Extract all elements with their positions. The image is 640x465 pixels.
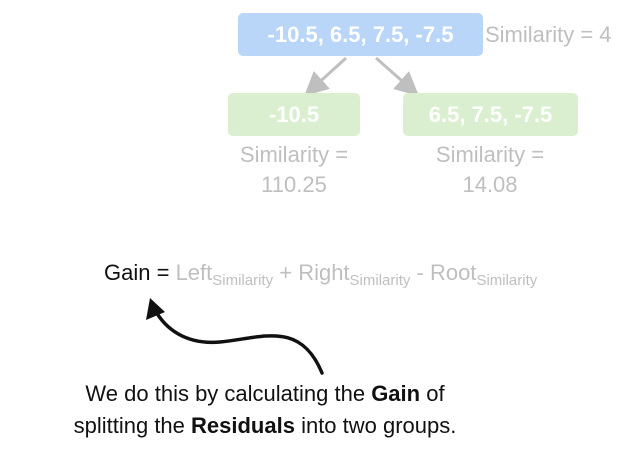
equals-sign: =: [150, 260, 176, 285]
right-similarity-value: 14.08: [462, 172, 518, 197]
root-similarity: Similarity = 4: [485, 22, 612, 47]
right-similarity-label: Similarity =: [435, 142, 545, 167]
caption-line-2-prefix: splitting the: [73, 413, 192, 438]
left-subscript: Similarity: [212, 272, 274, 289]
left-leaf-similarity: Similarity = 110.25: [194, 140, 394, 200]
caption-line-2: splitting the Residuals into two groups.: [0, 410, 530, 442]
left-similarity-value: 110.25: [261, 172, 327, 197]
arrow-root-to-right: [375, 56, 419, 96]
caption-gain-bold: Gain: [371, 381, 421, 406]
left-similarity-label: Similarity =: [239, 142, 349, 167]
curved-arrow-line: [153, 308, 324, 375]
root-residuals: -10.5, 6.5, 7.5, -7.5: [267, 21, 454, 47]
gain-formula: Gain = LeftSimilarity + RightSimilarity …: [104, 260, 537, 289]
caption-line-1-prefix: We do this by calculating the: [85, 381, 372, 406]
caption-line-1: We do this by calculating the Gain of: [0, 378, 530, 410]
left-term: Left: [175, 260, 213, 285]
caption-line-1-suffix: of: [420, 381, 445, 406]
right-leaf-residuals: 6.5, 7.5, -7.5: [428, 101, 553, 127]
minus-sign: -: [410, 260, 430, 285]
gain-term: Gain: [104, 260, 151, 285]
plus-sign: +: [273, 260, 299, 285]
caption-line-2-suffix: into two groups.: [294, 413, 457, 438]
root-term: Root: [429, 260, 477, 285]
caption-residuals-bold: Residuals: [191, 413, 295, 438]
root-subscript: Similarity: [476, 272, 538, 289]
right-leaf-node: 6.5, 7.5, -7.5: [403, 93, 578, 136]
arrow-root-to-left: [304, 56, 348, 97]
right-subscript: Similarity: [349, 272, 411, 289]
curved-arrow-head: [146, 298, 165, 320]
left-leaf-node: -10.5: [228, 93, 360, 136]
right-term: Right: [298, 260, 350, 285]
caption: We do this by calculating the Gain of sp…: [0, 378, 530, 442]
root-node: -10.5, 6.5, 7.5, -7.5: [238, 13, 483, 56]
left-leaf-residuals: -10.5: [268, 101, 320, 127]
right-leaf-similarity: Similarity = 14.08: [390, 140, 590, 200]
